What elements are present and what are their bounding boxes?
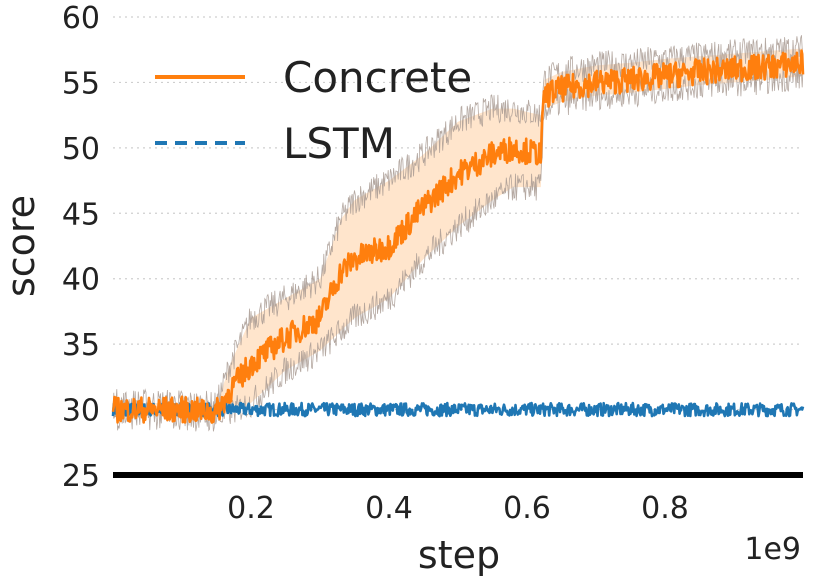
x-axis-offset-label: 1e9	[744, 532, 801, 567]
y-tick-label: 45	[62, 197, 100, 232]
y-axis-label: score	[0, 195, 43, 297]
y-tick-label: 35	[62, 328, 100, 363]
y-tick-label: 25	[62, 459, 100, 494]
y-tick-label: 40	[62, 263, 100, 298]
legend: Concrete LSTM	[155, 53, 472, 168]
x-tick-labels: 0.2 0.4 0.6 0.8	[227, 491, 689, 526]
x-tick-label: 0.6	[503, 491, 551, 526]
x-tick-label: 0.4	[365, 491, 413, 526]
legend-label-lstm: LSTM	[283, 119, 395, 168]
y-tick-label: 30	[62, 394, 100, 429]
series-line-concrete	[111, 49, 805, 424]
series-lines	[111, 49, 805, 424]
confidence-band-concrete	[113, 48, 803, 419]
series-line-lstm	[111, 401, 805, 418]
y-tick-label: 50	[62, 132, 100, 167]
y-tick-label: 60	[62, 1, 100, 36]
x-tick-label: 0.2	[227, 491, 275, 526]
legend-label-concrete: Concrete	[283, 53, 472, 102]
y-tick-label: 55	[62, 66, 100, 101]
band-edge-upper	[112, 35, 804, 419]
x-tick-label: 0.8	[641, 491, 689, 526]
band-edge-lower	[112, 62, 804, 432]
x-axis-label: step	[418, 533, 500, 577]
y-tick-labels: 25 30 35 40 45 50 55 60	[62, 1, 100, 494]
